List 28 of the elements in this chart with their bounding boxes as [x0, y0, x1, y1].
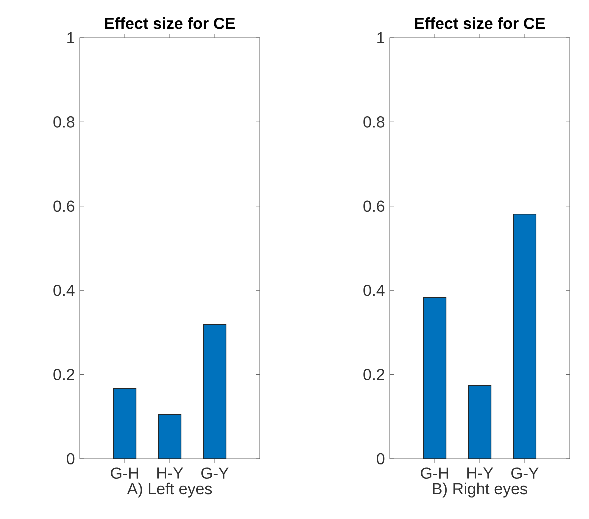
chart-title: Effect size for CE	[105, 18, 236, 30]
bar	[113, 388, 137, 459]
bar	[203, 324, 227, 459]
bar	[468, 385, 492, 459]
y-tick-label: 0.2	[54, 369, 74, 380]
y-tick-label: 0.6	[364, 200, 385, 212]
bar	[158, 414, 182, 459]
y-tick-label: 1	[68, 32, 75, 44]
x-axis-title: B) Right eyes	[433, 482, 528, 498]
x-axis-title: A) Left eyes	[127, 482, 212, 498]
x-tick-label: G-Y	[202, 468, 229, 480]
y-tick-label: 0.4	[54, 284, 75, 296]
x-tick-label: H-Y	[158, 468, 184, 479]
y-tick-label: 0.8	[54, 116, 75, 128]
y-tick-label: 0	[377, 453, 385, 465]
y-tick-label: 0.4	[364, 284, 385, 296]
bar	[513, 214, 537, 459]
bar	[423, 297, 447, 459]
y-tick-label: 0.6	[54, 200, 75, 212]
y-tick-label: 0.2	[364, 369, 384, 380]
y-tick-label: 0.8	[364, 116, 385, 128]
y-tick-label: 1	[378, 32, 385, 44]
x-tick-label: G-H	[111, 468, 138, 480]
y-tick-label: 0	[67, 453, 75, 465]
x-tick-label: G-H	[421, 468, 448, 480]
x-tick-label: G-Y	[512, 468, 539, 480]
x-tick-label: H-Y	[468, 468, 494, 479]
chart-title: Effect size for CE	[415, 18, 546, 30]
